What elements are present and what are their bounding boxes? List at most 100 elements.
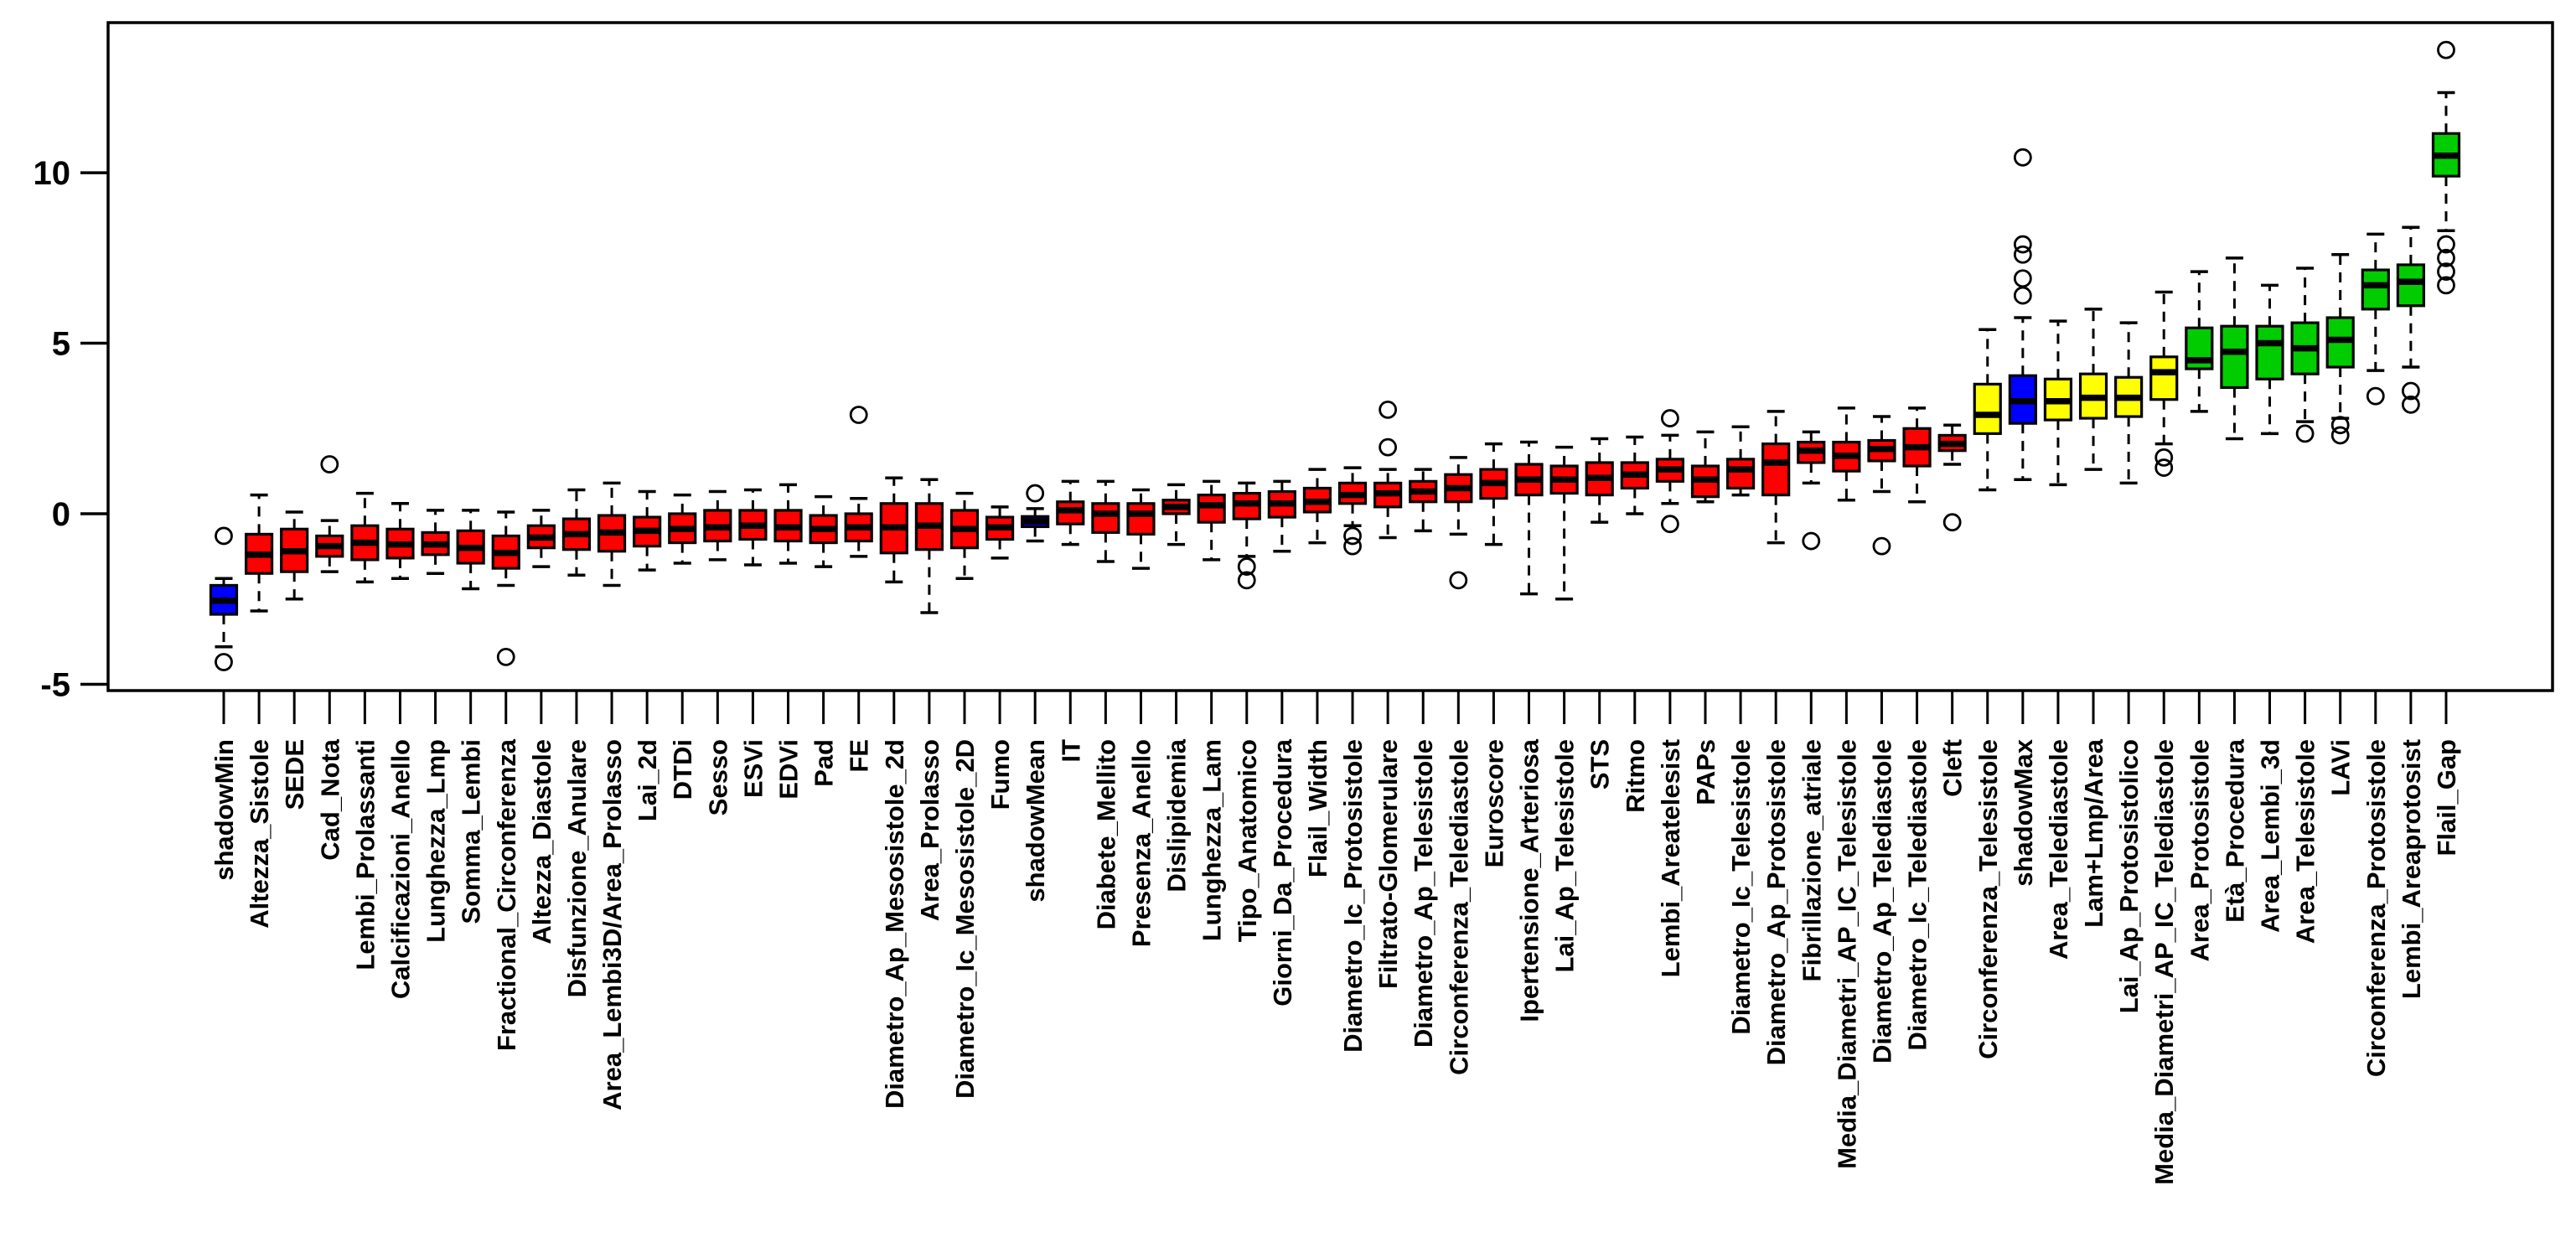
outlier-point: [1872, 536, 1891, 556]
x-tick-label: DTDi: [668, 739, 697, 800]
x-tick-label: FE: [845, 739, 874, 773]
outlier-point: [1343, 526, 1362, 546]
x-tick-label: PAPs: [1691, 739, 1720, 805]
box-Diametro_Ic_Telediastole: Diametro_Ic_Telediastole: [1902, 406, 1932, 1051]
box-Diametro_Ic_Mesosistole_2D: Diametro_Ic_Mesosistole_2D: [949, 491, 980, 1099]
x-tick-label: Diametro_Ic_Mesosistole_2D: [950, 739, 980, 1099]
outlier-point: [1026, 484, 1045, 503]
x-tick-label: Dislipidemia: [1162, 738, 1192, 892]
y-axis: -5 0 5 10: [34, 155, 108, 703]
box-shadowMean: shadowMean: [1021, 484, 1050, 903]
x-tick-label: LAVi: [2326, 739, 2356, 796]
x-tick-label: Lembi_Areaprotosist: [2397, 739, 2426, 999]
outlier-point: [1379, 400, 1398, 419]
y-tick-label: 10: [34, 155, 71, 192]
x-tick-label: Lam+Lmp/Area: [2079, 738, 2108, 928]
box-Media_Diametri_AP_IC_Telesistole: Media_Diametri_AP_IC_Telesistole: [1832, 406, 1861, 1169]
box-Presenza_Anello: Presenza_Anello: [1126, 488, 1156, 947]
x-tick-label: Area_Protosistole: [2185, 739, 2214, 961]
box-Tipo_Anatomico: Tipo_Anatomico: [1232, 481, 1262, 942]
outlier-point: [2013, 245, 2032, 264]
box-Euroscore: Euroscore: [1479, 442, 1508, 867]
x-tick-label: Diametro_Ap_Telesistole: [1409, 739, 1438, 1048]
box-Cad_Nota: Cad_Nota: [315, 455, 344, 861]
x-tick-label: Ipertensione_Arteriosa: [1515, 738, 1544, 1022]
x-tick-label: Calcificazioni_Anello: [385, 739, 415, 999]
x-tick-label: Altezza_Diastole: [527, 739, 556, 945]
outlier-point: [2437, 235, 2455, 254]
outlier-point: [2437, 40, 2455, 60]
box-PAPs: PAPs: [1690, 430, 1720, 805]
outlier-point: [1660, 515, 1679, 534]
box-Età_Procedura: Età_Procedura: [2220, 256, 2249, 923]
box-Altezza_Diastole: Altezza_Diastole: [526, 509, 556, 945]
box-Lai_2d: Lai_2d: [633, 489, 662, 821]
box-Dislipidemia: Dislipidemia: [1161, 483, 1192, 893]
box-STS: STS: [1585, 437, 1615, 789]
box-Fibrillazione_atriale: Fibrillazione_atriale: [1797, 430, 1826, 981]
x-tick-label: Diametro_Ap_Protosistole: [1761, 739, 1791, 1065]
iqr-box: [2396, 263, 2425, 308]
box-Circonferenza_Telediastole: Circonferenza_Telediastole: [1444, 456, 1473, 1075]
box-Ritmo: Ritmo: [1620, 435, 1650, 813]
outlier-point: [215, 653, 233, 671]
x-tick-label: Area_Lembi_3d: [2256, 739, 2285, 933]
x-tick-label: Giorni_Da_Procedura: [1268, 738, 1297, 1006]
box-Diametro_Ic_Telesistole: Diametro_Ic_Telesistole: [1725, 425, 1756, 1035]
x-tick-label: Cleft: [1938, 739, 1968, 797]
box-Flail_Width: Flail_Width: [1302, 468, 1332, 877]
x-tick-label: Flail_Gap: [2432, 739, 2461, 857]
outlier-point: [1343, 536, 1362, 556]
outlier-point: [1942, 513, 1962, 532]
box-Lunghezza_Lmp: Lunghezza_Lmp: [421, 509, 451, 943]
x-tick-label: Lunghezza_Lam: [1197, 739, 1227, 941]
iqr-box: [2255, 324, 2284, 380]
x-tick-label: ESVi: [738, 739, 768, 798]
x-tick-label: Diametro_Ap_Mesosistole_2d: [880, 739, 909, 1109]
outlier-point: [2401, 381, 2420, 401]
outlier-point: [1379, 437, 1398, 457]
x-tick-label: Diametro_Ic_Telesistole: [1726, 739, 1756, 1035]
x-tick-label: Media_Diametri_AP_IC_Telediastole: [2149, 739, 2179, 1185]
box-Diametro_Ap_Telesistole: Diametro_Ap_Telesistole: [1409, 468, 1438, 1048]
x-tick-label: STS: [1585, 739, 1615, 789]
outlier-point: [1660, 409, 1679, 427]
outlier-point: [2437, 248, 2455, 267]
box-Sesso: Sesso: [703, 489, 732, 815]
box-Area_Lembi3D/Area_Prolasso: Area_Lembi3D/Area_Prolasso: [597, 481, 627, 1110]
x-tick-label: Circonferenza_Telesistole: [1973, 739, 2003, 1059]
box-DTDi: DTDi: [668, 493, 697, 800]
x-tick-label: Cad_Nota: [315, 738, 344, 860]
outlier-point: [2295, 424, 2315, 443]
outlier-point: [2330, 426, 2350, 445]
box-Media_Diametri_AP_IC_Telediastole: Media_Diametri_AP_IC_Telediastole: [2149, 290, 2179, 1185]
box-ESVi: ESVi: [738, 488, 768, 798]
x-tick-label: Lembi_Prolassanti: [350, 739, 380, 970]
outlier-point: [2401, 395, 2420, 414]
outlier-point: [215, 526, 233, 546]
box-EDVi: EDVi: [773, 483, 804, 800]
x-tick-label: SEDE: [280, 739, 309, 810]
iqr-box: [1197, 494, 1226, 524]
x-tick-label: Lai_Ap_Protosistolico: [2114, 739, 2144, 1013]
x-tick-label: Circonferenza_Telediastole: [1444, 739, 1473, 1075]
x-tick-label: Filtrato-Glomerulare: [1373, 739, 1403, 989]
x-tick-label: Area_Prolasso: [915, 739, 944, 921]
box-SEDE: SEDE: [280, 510, 309, 810]
box-Circonferenza_Telesistole: Circonferenza_Telesistole: [1973, 328, 2003, 1059]
x-tick-label: Sesso: [703, 739, 732, 815]
iqr-box: [1725, 458, 1756, 490]
iqr-box: [1126, 502, 1156, 536]
x-tick-label: shadowMean: [1021, 739, 1050, 903]
x-tick-label: Area_Telesistole: [2291, 739, 2320, 944]
box-Circonferenza_Protosistole: Circonferenza_Protosistole: [2361, 232, 2391, 1077]
x-tick-label: Diametro_Ic_Protosistole: [1338, 739, 1368, 1053]
x-tick-label: Tipo_Anatomico: [1233, 739, 1262, 942]
x-tick-label: IT: [1056, 739, 1085, 763]
y-tick-label: 5: [52, 326, 70, 363]
outlier-point: [2330, 416, 2350, 435]
x-tick-label: shadowMin: [209, 739, 239, 881]
x-tick-label: Somma_Lembi: [457, 739, 486, 924]
